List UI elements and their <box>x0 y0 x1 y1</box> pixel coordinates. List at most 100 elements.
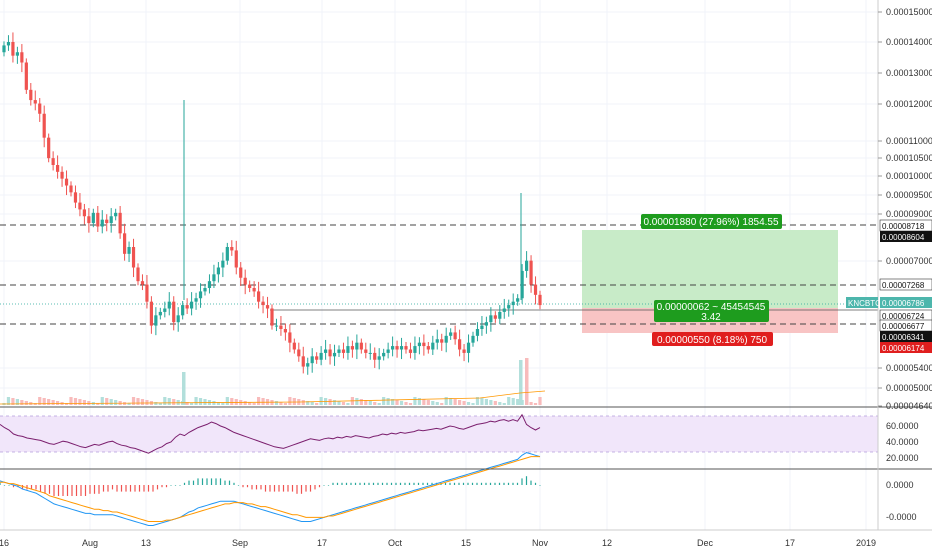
macd-axis: 0.0000 -0.0000 <box>886 480 917 522</box>
candle-body <box>234 250 238 268</box>
volume-bar <box>42 398 46 405</box>
macd-tick-label: -0.0000 <box>886 512 917 522</box>
candle-body <box>149 301 153 326</box>
candle-body <box>163 308 167 312</box>
rsi-band <box>0 416 878 452</box>
volume-bar <box>422 399 426 405</box>
candle-body <box>194 298 198 302</box>
macd-histogram-bar <box>503 482 505 485</box>
macd-histogram-bar <box>12 485 15 488</box>
volume-spike <box>525 358 529 405</box>
axis-badge-box <box>880 342 932 353</box>
candle-body <box>109 216 113 224</box>
candle-body <box>283 329 287 333</box>
candle-body <box>359 342 363 350</box>
candle-body <box>471 335 475 343</box>
macd-histogram-bar <box>179 485 181 486</box>
macd-histogram-bar <box>93 485 96 494</box>
candle-body <box>498 311 502 319</box>
volume-bar <box>435 402 439 405</box>
macd-histogram-bar <box>381 482 384 485</box>
profit-label: 0.00001880 (27.96%) 1854.55 <box>643 217 779 228</box>
candle-body <box>198 291 203 299</box>
candle-body <box>47 137 51 159</box>
volume-bar <box>292 398 296 405</box>
y-tick-label: 0.00005400 <box>886 363 932 373</box>
rsi-axis: 60.0000 40.0000 20.0000 <box>886 421 919 463</box>
volume-bar <box>203 399 207 405</box>
candle-body <box>493 315 497 319</box>
macd-histogram-bar <box>305 485 307 492</box>
candle-body <box>306 363 310 367</box>
macd-histogram-bar <box>476 482 478 485</box>
price-axis[interactable]: 0.00015000 0.00014000 0.00013000 0.00012000… <box>878 7 932 411</box>
macd-histogram-bar <box>291 485 294 492</box>
candle-body <box>145 284 149 302</box>
volume-bar <box>190 403 194 405</box>
volume-bar <box>359 399 363 405</box>
volume-bar <box>234 399 238 405</box>
macd-histogram-bar <box>116 485 118 492</box>
volume-bar <box>24 401 28 405</box>
candle-body <box>395 346 399 350</box>
volume-bar <box>145 400 149 405</box>
candle-body <box>355 342 359 350</box>
axis-badge-box <box>879 278 932 291</box>
rsi-panel[interactable] <box>0 413 878 454</box>
candle-body <box>511 301 515 306</box>
macd-histogram-bar <box>377 482 379 485</box>
candle-body <box>6 42 11 46</box>
rsi-tick-label: 60.0000 <box>886 421 919 431</box>
volume-bar <box>47 399 51 405</box>
time-axis[interactable]: 16 Aug 13 Sep 17 Oct 15 Nov 12 Dec 17 2019 <box>0 538 876 548</box>
y-tick-label: 0.00014000 <box>886 37 932 47</box>
x-tick-label: 13 <box>141 538 151 548</box>
macd-histogram-bar <box>35 485 37 490</box>
candle-body <box>417 342 421 347</box>
candle-body <box>114 212 118 217</box>
macd-histogram-bar <box>341 482 343 485</box>
macd-histogram-bar <box>183 482 186 485</box>
volume-bar <box>310 402 314 405</box>
volume-bar <box>221 403 225 405</box>
candle-body <box>364 349 368 353</box>
macd-histogram-bar <box>3 485 6 486</box>
macd-histogram-bar <box>242 485 244 488</box>
candle-body <box>480 325 484 329</box>
volume-bar <box>480 398 484 405</box>
candle-body <box>332 352 337 357</box>
volume-bar <box>82 400 86 405</box>
price-panel[interactable]: 0.00001880 (27.96%) 1854.55 0.00000062 ~… <box>0 32 878 405</box>
macd-histogram-bar <box>84 485 87 496</box>
macd-histogram-bar <box>197 478 199 485</box>
volume-bar <box>140 399 145 405</box>
candle-body <box>230 247 234 251</box>
volume-bar <box>279 402 283 405</box>
y-tick-label: 0.00009500 <box>886 190 932 200</box>
macd-histogram-bar <box>314 485 316 490</box>
position-tool[interactable] <box>582 230 838 333</box>
volume-bar <box>96 403 100 405</box>
macd-panel[interactable] <box>0 452 541 526</box>
axis-badge-label: 0.00007268 <box>882 281 925 290</box>
candle-body <box>118 212 122 234</box>
profit-label-box <box>641 214 782 229</box>
volume-bar <box>511 398 515 405</box>
macd-histogram-bar <box>530 480 532 485</box>
macd-histogram-bar <box>404 482 406 485</box>
volume-bar <box>172 399 176 405</box>
volume-bar <box>502 403 506 405</box>
mid-label-line1: 0.00000062 ~ 45454545 <box>657 302 766 313</box>
candle-body <box>440 339 444 343</box>
volume-bar <box>301 400 305 405</box>
candle-body <box>225 247 229 261</box>
macd-histogram-bar <box>246 485 249 488</box>
candle-body <box>127 247 131 254</box>
volume-bar <box>431 401 435 405</box>
x-tick-label: Aug <box>82 538 98 548</box>
candle-body <box>453 332 457 340</box>
axis-badge-box <box>880 331 932 342</box>
candle-body <box>368 352 372 354</box>
profit-zone[interactable] <box>582 230 838 308</box>
